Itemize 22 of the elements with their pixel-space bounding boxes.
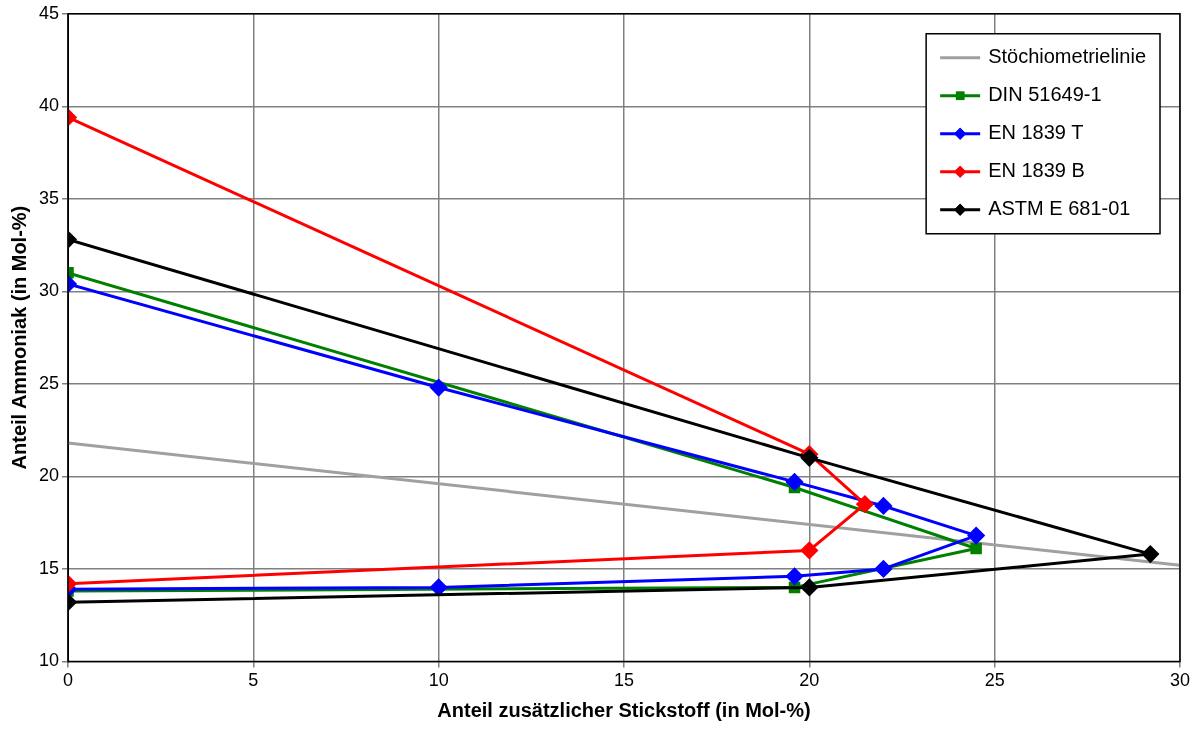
x-axis-title: Anteil zusätzlicher Stickstoff (in Mol-%) [437, 698, 811, 721]
x-tick-label: 10 [428, 670, 449, 691]
y-tick-label: 35 [38, 187, 60, 208]
legend-label: ASTM E 681-01 [988, 197, 1131, 220]
x-tick-label: 25 [984, 670, 1005, 691]
x-tick-label: 5 [248, 670, 259, 691]
y-axis-title: Anteil Ammoniak (in Mol-%) [7, 205, 30, 470]
y-tick-label: 30 [38, 280, 60, 301]
y-tick-label: 15 [38, 557, 60, 578]
y-tick-label: 40 [38, 95, 60, 116]
x-tick-label: 15 [614, 670, 635, 691]
y-tick-label: 20 [38, 465, 60, 486]
legend-label: Stöchiometrielinie [988, 45, 1147, 68]
y-tick-label: 45 [38, 2, 60, 23]
y-tick-label: 10 [38, 650, 60, 671]
legend-label: EN 1839 B [988, 159, 1085, 182]
legend-label: DIN 51649-1 [988, 83, 1102, 106]
x-tick-label: 30 [1169, 670, 1191, 691]
y-tick-label: 25 [38, 372, 60, 393]
legend-label: EN 1839 T [988, 121, 1084, 144]
x-tick-label: 20 [799, 670, 820, 691]
x-tick-label: 0 [63, 670, 74, 691]
